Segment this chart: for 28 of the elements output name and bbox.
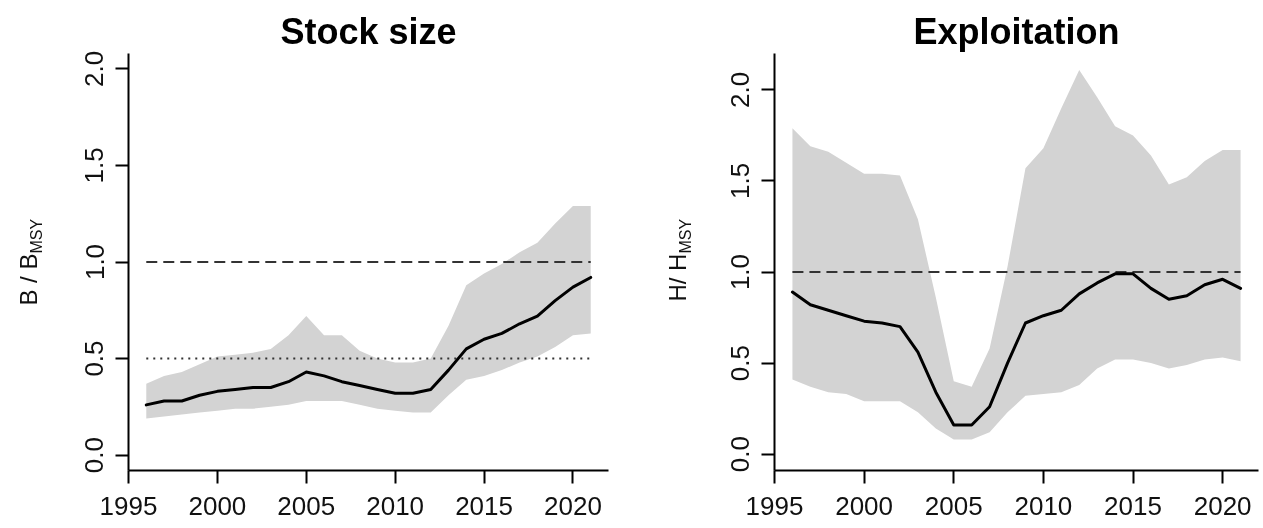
y-tick-label: 0.0 [79,436,110,474]
x-tick-label: 1995 [745,490,804,521]
y-tick-label: 1.0 [79,243,110,281]
x-tick-label: 2020 [544,490,602,521]
x-tick-label: 2005 [924,490,983,521]
y-axis-title: H/ HMSY [664,218,694,302]
y-tick-label: 2.0 [79,50,110,88]
x-tick-label: 2000 [188,490,247,521]
y-tick-label: 1.5 [725,162,756,200]
chart-title: Stock size [280,10,457,52]
chart-title: Exploitation [913,10,1120,52]
y-tick-label: 0.5 [725,344,756,382]
y-tick-label: 0.0 [725,436,756,473]
y-tick-label: 2.0 [725,71,756,108]
x-tick-label: 2005 [277,490,336,521]
x-tick-label: 2000 [835,490,894,521]
x-tick-label: 2020 [1193,490,1252,521]
y-axis-title: B / BMSY [15,218,45,306]
line-series [790,272,1243,427]
y-tick-label: 0.5 [79,340,110,377]
y-tick-label: 1.0 [725,253,756,291]
x-tick-label: 1995 [99,490,158,521]
y-tick-label: 1.5 [79,147,110,184]
line-series [144,275,593,407]
x-tick-label: 2010 [366,490,425,521]
x-tick-label: 2015 [455,490,513,521]
x-tick-label: 2015 [1104,490,1162,521]
x-tick-label: 2010 [1014,490,1073,521]
